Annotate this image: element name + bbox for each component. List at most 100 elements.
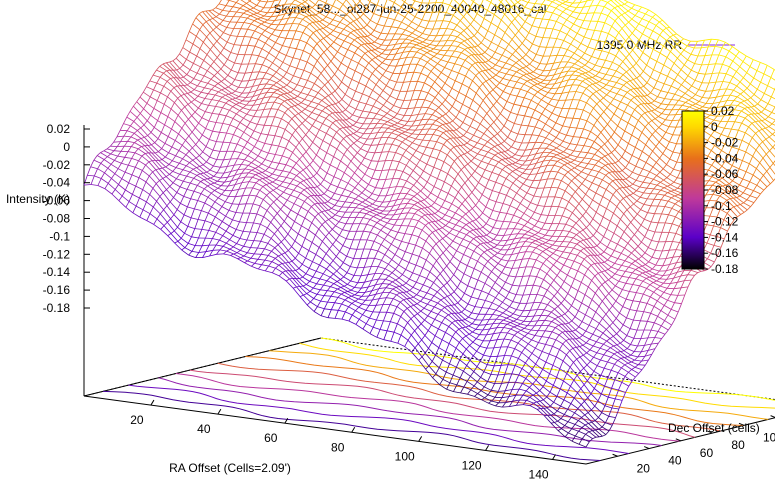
surface-segment [578,69,585,73]
surface-segment [318,78,325,85]
surface-segment [265,22,272,24]
surface-segment [556,5,559,8]
surface-segment [379,56,386,59]
surface-segment [750,196,757,199]
surface-segment [612,150,615,153]
surface-segment [455,64,462,66]
surface-segment [337,33,340,37]
surface-segment [549,119,556,123]
surface-segment [567,44,570,49]
surface-segment [644,104,651,111]
surface-segment [614,94,617,99]
surface-segment [651,110,654,111]
surface-segment [598,147,601,150]
surface-segment [289,18,296,19]
surface-segment [408,108,415,109]
surface-segment [523,55,526,58]
surface-segment [286,31,289,39]
surface-segment [695,64,702,65]
surface-segment [439,107,446,114]
surface-segment [488,139,491,142]
surface-segment [290,48,297,49]
surface-segment [637,88,640,89]
surface-segment [217,37,220,41]
surface-segment [293,49,296,58]
surface-segment [470,120,473,127]
surface-segment [485,61,488,63]
surface-segment [636,166,643,169]
surface-segment [499,61,506,63]
surface-segment [580,100,587,103]
surface-segment [482,52,485,54]
surface-segment [569,79,576,80]
surface-segment [314,84,321,89]
surface-segment [521,98,524,106]
surface-segment [553,21,556,29]
surface-segment [176,58,183,65]
surface-segment [361,44,364,45]
surface-segment [647,83,654,88]
surface-segment [377,24,384,26]
surface-segment [581,21,584,28]
surface-segment [454,37,457,41]
surface-segment [657,185,664,188]
surface-segment [665,115,668,120]
surface-segment [419,20,422,26]
surface-segment [664,58,667,66]
surface-segment [750,78,753,84]
surface-segment [406,43,409,47]
surface-segment [598,150,605,156]
surface-segment [719,64,722,73]
surface-segment [522,39,525,44]
surface-segment [667,159,670,165]
surface-segment [693,104,696,105]
surface-segment [650,77,657,81]
surface-segment [483,96,486,100]
surface-segment [635,127,642,132]
surface-segment [196,14,199,18]
surface-segment [474,130,477,136]
surface-segment [432,98,435,103]
surface-segment [304,80,307,87]
surface-segment [751,106,754,107]
surface-segment [389,54,396,55]
surface-segment [605,16,608,23]
surface-segment [595,150,598,154]
surface-segment [450,15,453,21]
surface-segment [622,157,629,163]
surface-segment [546,20,549,29]
surface-segment [463,116,466,123]
surface-segment [600,101,607,108]
surface-segment [411,114,418,115]
surface-segment [702,56,705,65]
surface-segment [712,64,715,74]
surface-segment [622,168,625,171]
surface-segment [218,69,221,72]
surface-segment [563,2,566,4]
surface-segment [513,66,520,70]
surface-segment [334,57,341,63]
surface-segment [507,86,514,88]
surface-segment [327,49,334,57]
surface-segment [668,93,675,95]
surface-segment [251,21,254,24]
surface-segment [763,154,766,158]
surface-segment [669,142,676,144]
surface-segment [559,126,562,133]
surface-segment [380,91,383,96]
surface-segment [489,78,492,80]
surface-segment [375,50,382,54]
surface-segment [249,72,252,80]
surface-segment [503,74,506,79]
surface-segment [415,17,422,20]
surface-segment [214,41,217,45]
surface-segment [631,100,638,106]
surface-segment [588,147,591,153]
surface-segment [245,45,248,54]
surface-segment [538,100,541,105]
surface-segment [462,84,469,88]
surface-segment [528,117,531,126]
surface-segment [477,143,484,146]
surface-segment [344,29,351,33]
surface-segment [574,160,581,162]
